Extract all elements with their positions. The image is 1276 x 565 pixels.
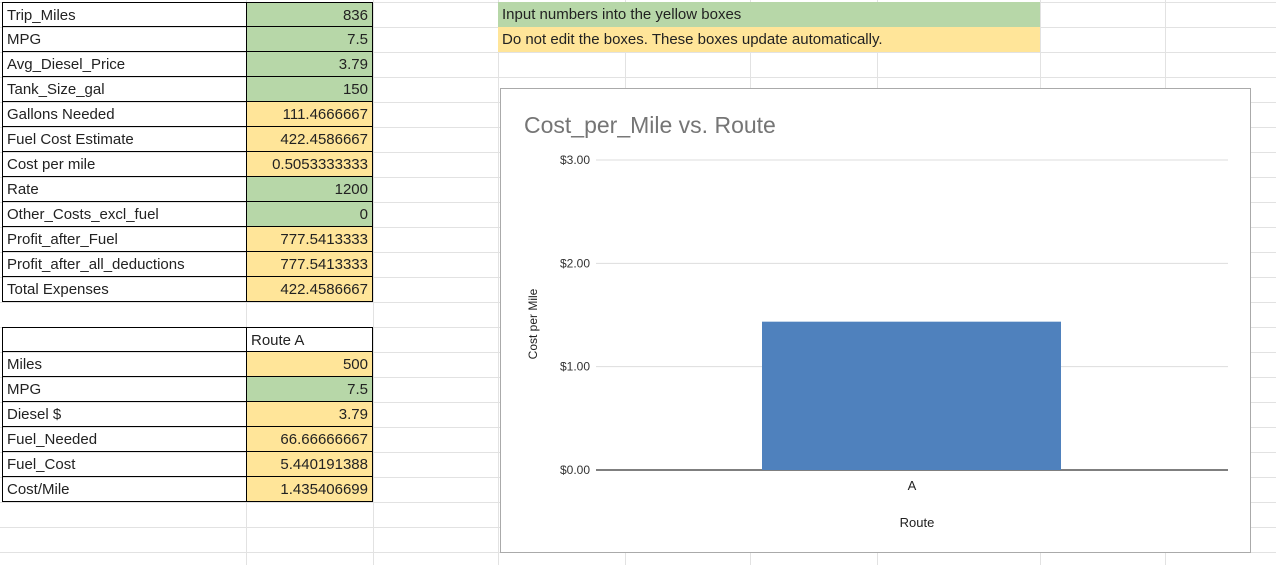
x-tick-label: A — [908, 478, 917, 493]
row-label[interactable]: Rate — [2, 177, 247, 202]
row-label[interactable]: Tank_Size_gal — [2, 77, 247, 102]
bar-chart[interactable]: Cost_per_Mile vs. Route $0.00 $1.00 $2.00 $3… — [500, 88, 1251, 553]
y-tick-label: $1.00 — [560, 360, 590, 374]
y-axis-label: Cost per Mile — [526, 288, 540, 359]
row-value[interactable]: 422.4586667 — [246, 127, 373, 152]
y-tick-label: $3.00 — [560, 153, 590, 167]
row-label[interactable]: Gallons Needed — [2, 102, 247, 127]
auto-note[interactable]: Do not edit the boxes. These boxes updat… — [498, 27, 1040, 52]
row-value[interactable]: 422.4586667 — [246, 277, 373, 302]
chart-title: Cost_per_Mile vs. Route — [524, 112, 776, 138]
row-value[interactable]: 111.4666667 — [246, 102, 373, 127]
route-row-label[interactable]: MPG — [2, 377, 247, 402]
route-row-value[interactable]: 5.440191388 — [246, 452, 373, 477]
row-label[interactable]: Profit_after_all_deductions — [2, 252, 247, 277]
row-value[interactable]: 150 — [246, 77, 373, 102]
route-header-blank[interactable] — [2, 327, 247, 352]
row-label[interactable]: Avg_Diesel_Price — [2, 52, 247, 77]
x-axis-label: Route — [900, 515, 935, 530]
row-label[interactable]: Cost per mile — [2, 152, 247, 177]
input-note[interactable]: Input numbers into the yellow boxes — [498, 2, 1040, 27]
route-row-label[interactable]: Cost/Mile — [2, 477, 247, 502]
row-value[interactable]: 0.5053333333 — [246, 152, 373, 177]
route-row-value[interactable]: 7.5 — [246, 377, 373, 402]
route-row-value[interactable]: 500 — [246, 352, 373, 377]
row-label[interactable]: MPG — [2, 27, 247, 52]
route-row-label[interactable]: Miles — [2, 352, 247, 377]
route-row-label[interactable]: Fuel_Needed — [2, 427, 247, 452]
row-value[interactable]: 836 — [246, 2, 373, 27]
y-tick-label: $2.00 — [560, 256, 590, 270]
bar-A[interactable] — [762, 321, 1061, 470]
row-label[interactable]: Total Expenses — [2, 277, 247, 302]
route-row-value[interactable]: 3.79 — [246, 402, 373, 427]
y-tick-label: $0.00 — [560, 463, 590, 477]
row-label[interactable]: Profit_after_Fuel — [2, 227, 247, 252]
grid-line — [373, 0, 374, 565]
route-row-label[interactable]: Diesel $ — [2, 402, 247, 427]
row-value[interactable]: 1200 — [246, 177, 373, 202]
row-value[interactable]: 3.79 — [246, 52, 373, 77]
route-row-label[interactable]: Fuel_Cost — [2, 452, 247, 477]
chart-svg: Cost_per_Mile vs. Route $0.00 $1.00 $2.00 $3… — [524, 112, 1228, 530]
row-label[interactable]: Trip_Miles — [2, 2, 247, 27]
row-label[interactable]: Other_Costs_excl_fuel — [2, 202, 247, 227]
route-row-value[interactable]: 1.435406699 — [246, 477, 373, 502]
row-value[interactable]: 0 — [246, 202, 373, 227]
row-value[interactable]: 7.5 — [246, 27, 373, 52]
row-label[interactable]: Fuel Cost Estimate — [2, 127, 247, 152]
route-row-value[interactable]: 66.66666667 — [246, 427, 373, 452]
row-value[interactable]: 777.5413333 — [246, 227, 373, 252]
grid-line — [498, 0, 499, 565]
row-value[interactable]: 777.5413333 — [246, 252, 373, 277]
route-header[interactable]: Route A — [246, 327, 373, 352]
